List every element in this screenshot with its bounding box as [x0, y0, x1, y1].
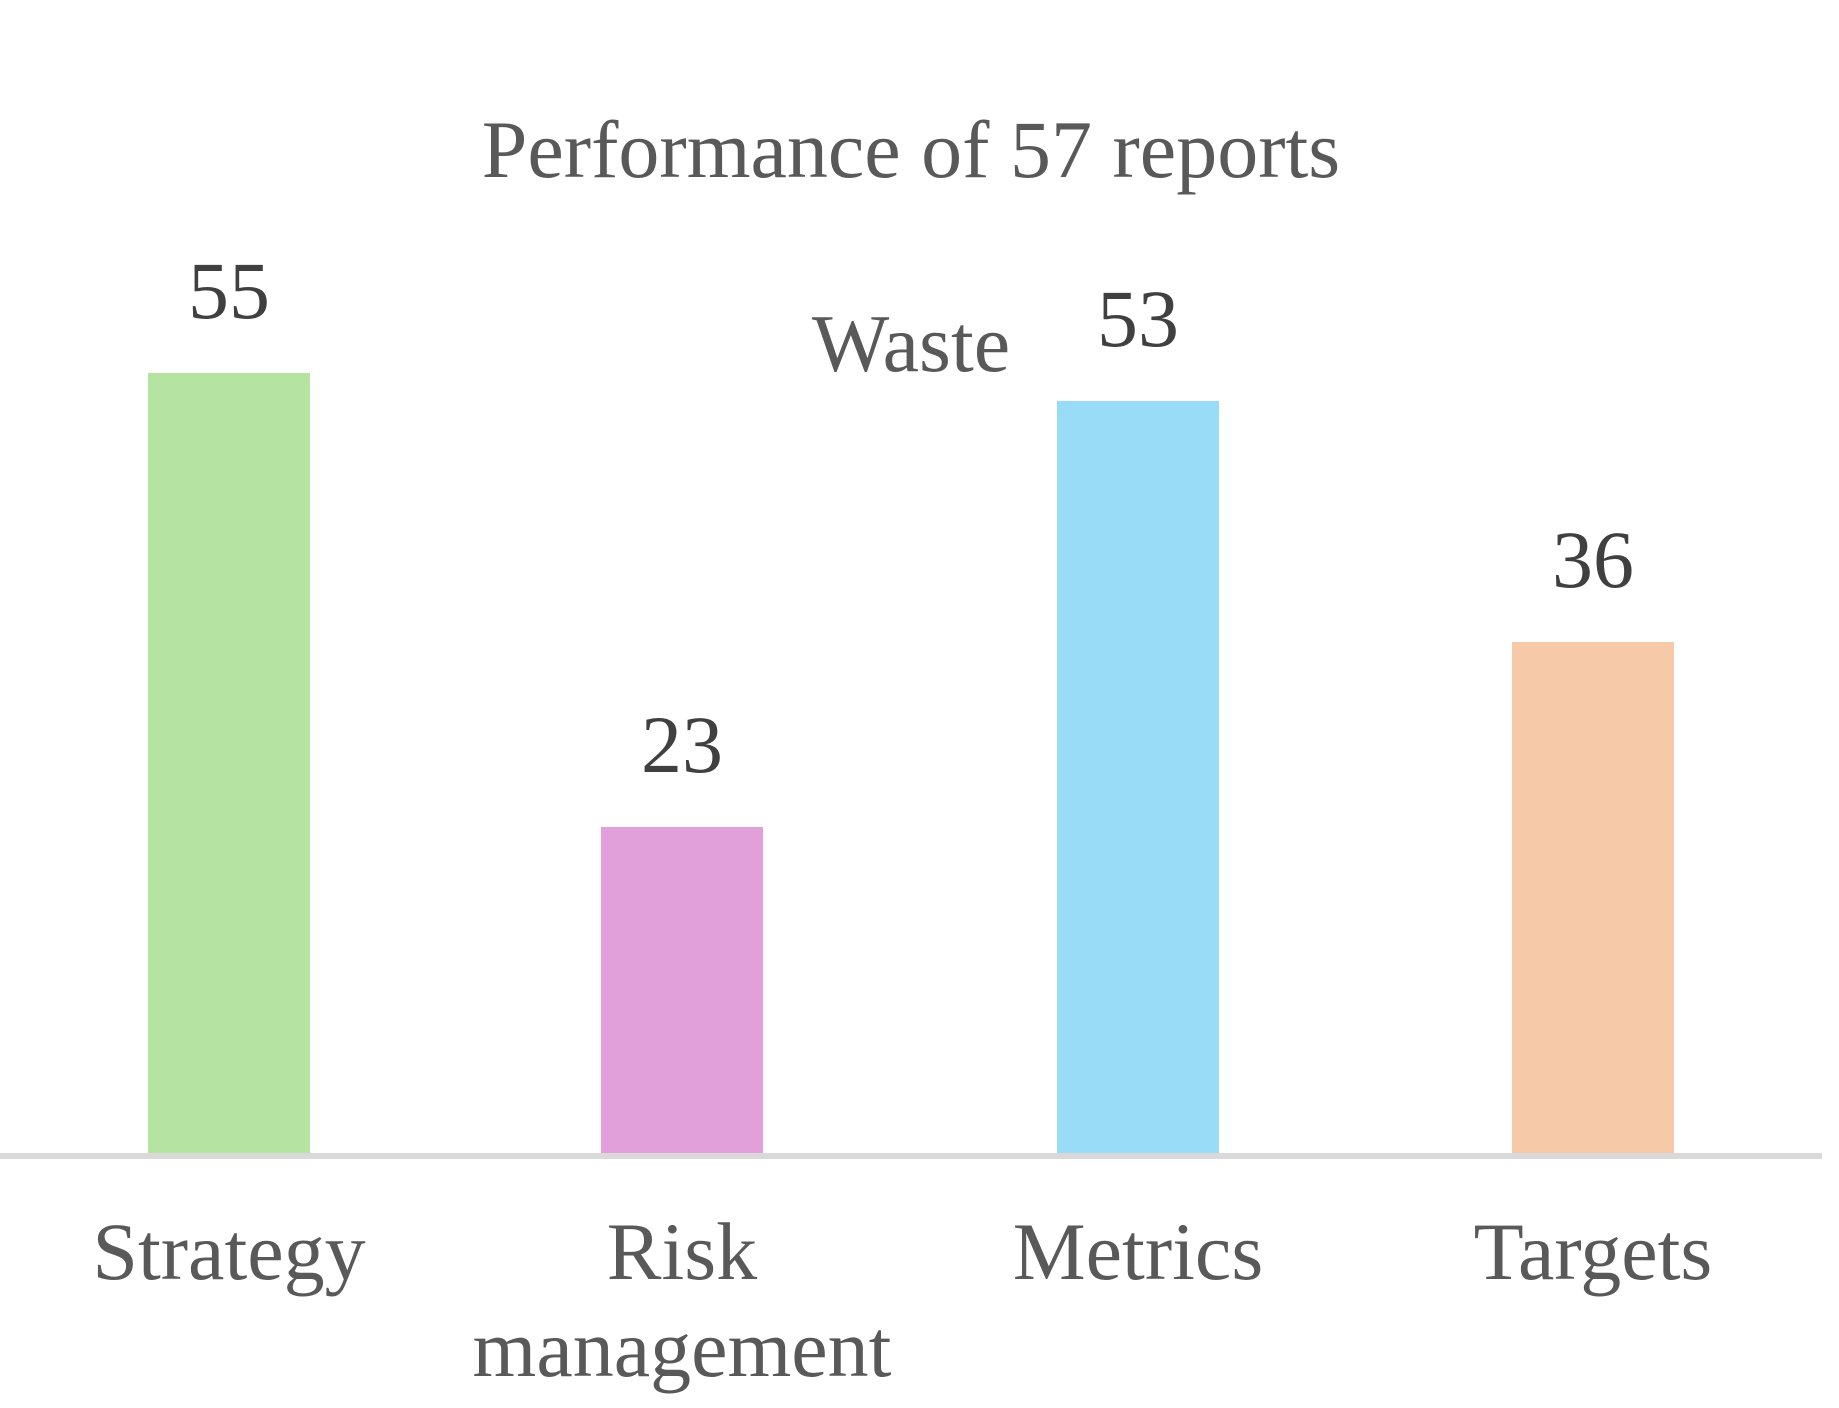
- bar-strategy: [148, 373, 310, 1153]
- bar-value-label: 23: [641, 699, 723, 790]
- category-label-risk-management: Risk management: [472, 1206, 892, 1394]
- chart-title-line1: Performance of 57 reports: [481, 104, 1341, 195]
- bar-targets: [1512, 642, 1674, 1153]
- x-axis-line: [0, 1153, 1822, 1159]
- category-label-targets: Targets: [1473, 1206, 1713, 1297]
- chart-title: Performance of 57 reports Waste: [0, 4, 1822, 392]
- category-label-metrics: Metrics: [1012, 1206, 1264, 1297]
- bar-value-label: 55: [188, 245, 270, 336]
- bar-metrics: [1057, 401, 1219, 1153]
- bar-risk-management: [601, 827, 763, 1153]
- bar-value-label: 36: [1552, 514, 1634, 605]
- chart-title-line2: Waste: [811, 298, 1011, 389]
- bar-value-label: 53: [1097, 273, 1179, 364]
- category-label-strategy: Strategy: [92, 1206, 366, 1297]
